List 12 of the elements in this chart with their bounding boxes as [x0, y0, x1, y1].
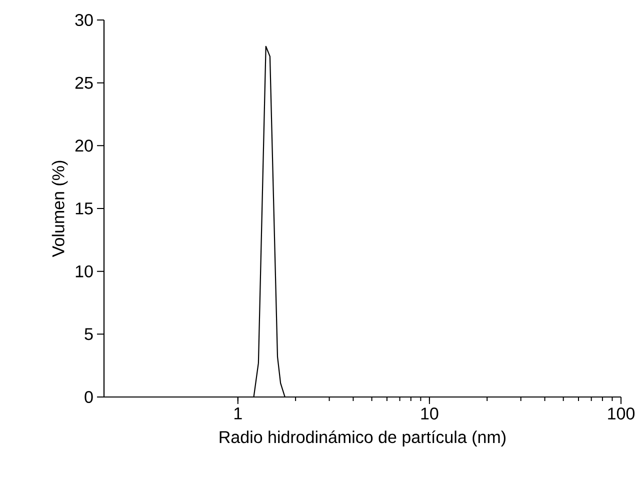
x-tick-label: 100: [608, 408, 635, 420]
y-tick-label: 10: [76, 265, 93, 278]
y-tick-label: 15: [76, 202, 93, 214]
x-tick-label: 10: [421, 408, 438, 420]
y-tick-label: 20: [75, 140, 93, 152]
y-tick-label: 5: [84, 328, 93, 340]
y-tick-label: 0: [84, 390, 93, 404]
y-axis-title: Volumen (%): [52, 160, 68, 258]
y-tick-label: 25: [75, 76, 93, 89]
y-tick-label: 30: [75, 14, 93, 26]
x-tick-label: 1: [234, 408, 242, 420]
x-axis-title: Radio hidrodinámico de partícula (nm): [220, 430, 506, 446]
